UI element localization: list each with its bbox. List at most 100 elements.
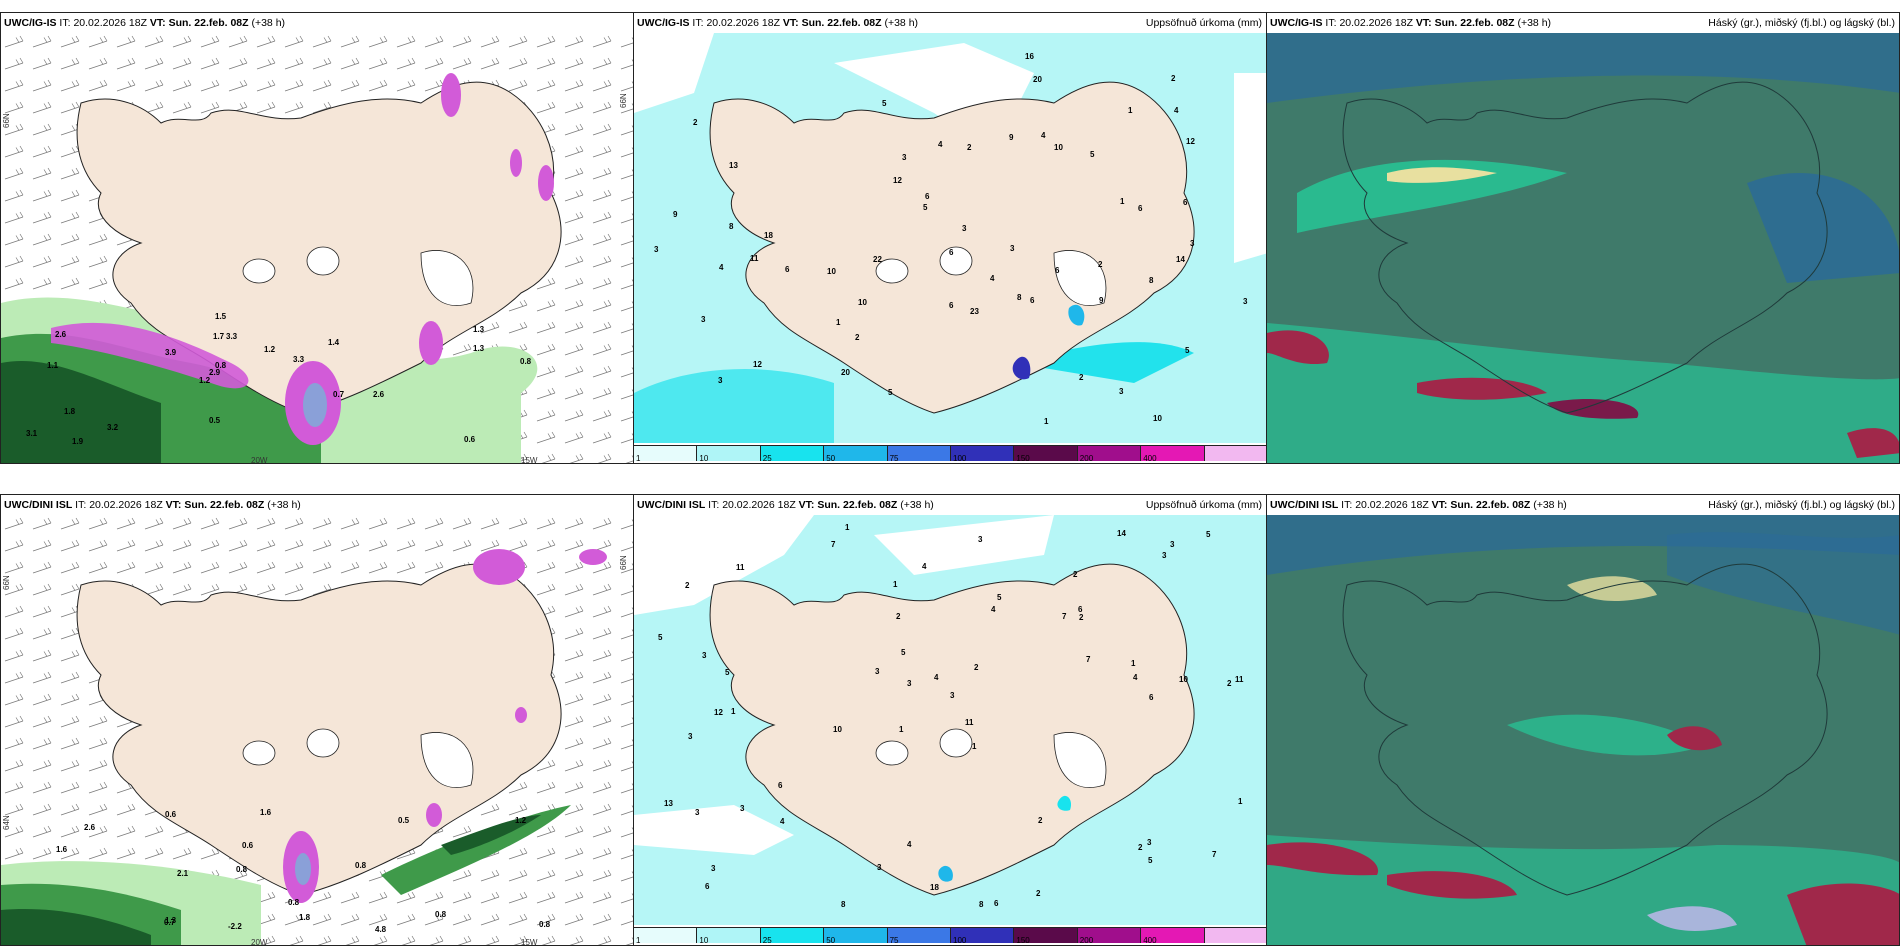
cloud-map [1267,33,1899,463]
value-label: 4 [719,263,724,272]
value-label: 13 [729,161,738,170]
value-label: 2 [1079,373,1084,382]
wind-value-labels: 0.6 1.1 1.3 1.2 1.4 1.9 1.7 1.2 1.8 3.9 3.1 3.2 3.3 3… [26,312,532,446]
colorbar-tick: 400 [1143,454,1157,463]
wind-value-labels: -2.2 4.8 1.3 0.8 0.6 2.6 2.1 0.8 1.6 0.6 1.2 1.8 0.8… [56,808,551,934]
wind-gust-map: -2.2 4.8 1.3 0.8 0.6 2.6 2.1 0.8 1.6 0.6 1.2 1.8 0.8… [1,515,633,946]
value-label: 3 [654,245,659,254]
value-label: 3.3 [293,355,305,364]
colorbar-swatch [887,446,952,461]
colorbar-swatch [1077,446,1142,461]
value-label: 1 [1128,106,1133,115]
value-label: 1 [1044,417,1049,426]
colorbar-tick: 25 [762,936,772,945]
value-label: 1 [1120,197,1125,206]
value-label: 3 [962,224,967,233]
value-label: 3 [740,804,745,813]
colorbar-swatch [1141,446,1205,461]
value-label: 6 [994,899,999,908]
value-label: 2 [1038,816,1043,825]
value-label: 1 [893,580,898,589]
colorbar-swatch [824,446,888,461]
value-label: 1.8 [64,407,76,416]
colorbar-swatch [634,446,698,461]
colorbar-tick: 1 [636,454,641,463]
wind-panel-row1: UWC/IG-IS IT: 20.02.2026 18Z VT: Sun. 22… [0,12,634,464]
lat-label: 66N [619,555,628,570]
value-label: 3 [950,691,955,700]
value-label: 2.6 [55,330,67,339]
value-label: 2 [1079,613,1084,622]
value-label: 3.1 [26,429,38,438]
value-label: 4 [1174,106,1179,115]
value-label: 10 [858,298,867,307]
panel-header: UWC/DINI ISL IT: 20.02.2026 18Z VT: Sun.… [1,495,633,515]
value-label: 0.5 [398,816,410,825]
colorbar-swatch [1204,928,1266,943]
value-label: 5 [1090,150,1095,159]
value-label: 4 [938,140,943,149]
wind-green-field [1,805,571,945]
value-label: 2.6 [373,390,385,399]
value-label: 4.8 [375,925,387,934]
lon-label: 20W [251,938,268,946]
panel-header: UWC/IG-IS IT: 20.02.2026 18Z VT: Sun. 22… [634,13,1266,33]
value-label: 3 [877,863,882,872]
value-label: 20 [841,368,850,377]
value-label: 8 [841,900,846,909]
value-label: 10 [1179,675,1188,684]
colorbar-swatch [1014,446,1078,461]
precip-panel-row2: UWC/DINI ISL IT: 20.02.2026 18Z VT: Sun.… [633,494,1267,946]
value-label: 12 [893,176,902,185]
colorbar-tick: 50 [826,454,836,463]
value-label: 2 [1171,74,1176,83]
value-label: 2 [693,118,698,127]
colorbar-swatch [887,928,952,943]
lon-label: 15W [521,456,538,464]
value-label: 1 [972,742,977,751]
value-label: 7 [1062,612,1067,621]
colorbar-tick: 10 [699,454,709,463]
value-label: 6 [1030,296,1035,305]
value-label: 0.6 [165,810,177,819]
colorbar-swatch [760,928,825,943]
value-label: 4 [934,673,939,682]
value-label: 5 [1148,856,1153,865]
value-label: 3 [907,679,912,688]
colorbar-swatch [697,446,761,461]
value-label: 1.2 [199,376,211,385]
value-label: 1.3 [473,344,485,353]
value-label: 3 [1162,551,1167,560]
value-label: 10 [1054,143,1063,152]
value-label: 3 [1243,297,1248,306]
value-label: 1.3 [473,325,485,334]
value-label: 9 [1009,133,1014,142]
value-label: 6 [949,301,954,310]
value-label: 8 [1149,276,1154,285]
colorbar-swatch [634,928,698,943]
precip-panel-row1: UWC/IG-IS IT: 20.02.2026 18Z VT: Sun. 22… [633,12,1267,464]
value-label: 2 [685,581,690,590]
value-label: 5 [1206,530,1211,539]
value-label: 3 [695,808,700,817]
value-label: 5 [888,388,893,397]
colorbar-tick: 150 [1016,936,1030,945]
lat-label: 64N [2,815,11,830]
wind-magenta-field [283,549,607,903]
value-label: 16 [1025,52,1034,61]
value-label: 1.1 [47,361,59,370]
value-label: 4 [1041,131,1046,140]
colorbar-swatch [824,928,888,943]
value-label: 0.8 [520,357,532,366]
colorbar-swatch [951,928,1015,943]
value-label: 13 [664,799,673,808]
value-label: 3 [1119,387,1124,396]
value-label: 3.3 [226,332,238,341]
value-label: 5 [997,593,1002,602]
value-label: -2.2 [228,922,242,931]
value-label: 1.5 [215,312,227,321]
colorbar-tick: 10 [699,936,709,945]
